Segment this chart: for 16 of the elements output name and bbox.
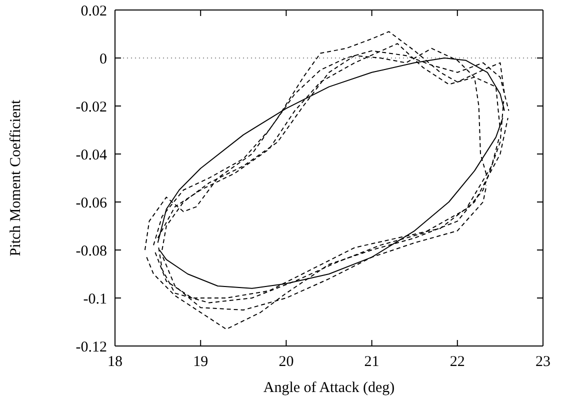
x-tick-label: 23 [536,354,550,370]
x-tick-label: 22 [450,354,465,370]
y-tick-label: -0.1 [83,291,107,308]
x-tick-label: 20 [278,354,294,370]
x-tick-label: 21 [364,354,380,370]
y-tick-label: -0.02 [76,99,107,116]
y-axis-title: Pitch Moment Coefficient [8,98,24,256]
y-tick-label: -0.04 [76,147,108,164]
y-tick-label: -0.08 [76,243,107,260]
y-tick-label: 0.02 [80,3,107,20]
x-tick-label: 18 [108,354,122,370]
y-tick-label: 0 [100,51,107,68]
x-axis-title: Angle of Attack (deg) [263,380,395,396]
y-tick-label: -0.12 [76,339,107,356]
x-tick-label: 19 [193,354,208,370]
y-tick-label: -0.06 [76,195,108,212]
